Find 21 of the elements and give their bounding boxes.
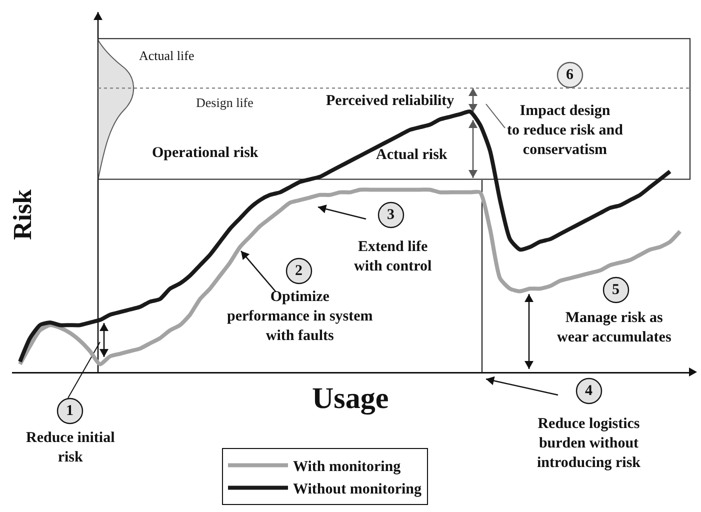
annotation: Impact design to reduce risk and conservatism — [507, 103, 624, 158]
text: Reduce initial risk — [26, 430, 115, 466]
legend-label: With monitoring — [293, 459, 402, 476]
x-axis-title: Usage — [312, 382, 389, 415]
ref-line-label: Design life — [196, 95, 254, 110]
annotation: 2 — [295, 263, 302, 279]
annotation: Manage risk as wear accumulates — [557, 310, 672, 346]
band-label: Operational risk — [152, 145, 259, 161]
annotation: Extend life with control — [354, 239, 432, 274]
text: Actual life — [139, 48, 194, 63]
legend-label: Without monitoring — [293, 482, 422, 498]
annotation: 5 — [612, 282, 620, 298]
text: 6 — [566, 67, 574, 83]
text: 4 — [585, 383, 593, 399]
annotation: 3 — [387, 207, 394, 223]
annotation: Actual risk — [376, 147, 448, 163]
text: Reduce logistics burden without introducing risk — [537, 416, 642, 471]
text: Perceived reliability — [326, 93, 455, 109]
text: 1 — [66, 403, 74, 419]
annotation: Optimize performance in system with faults — [227, 289, 374, 344]
y-axis-title: Risk — [8, 188, 37, 240]
